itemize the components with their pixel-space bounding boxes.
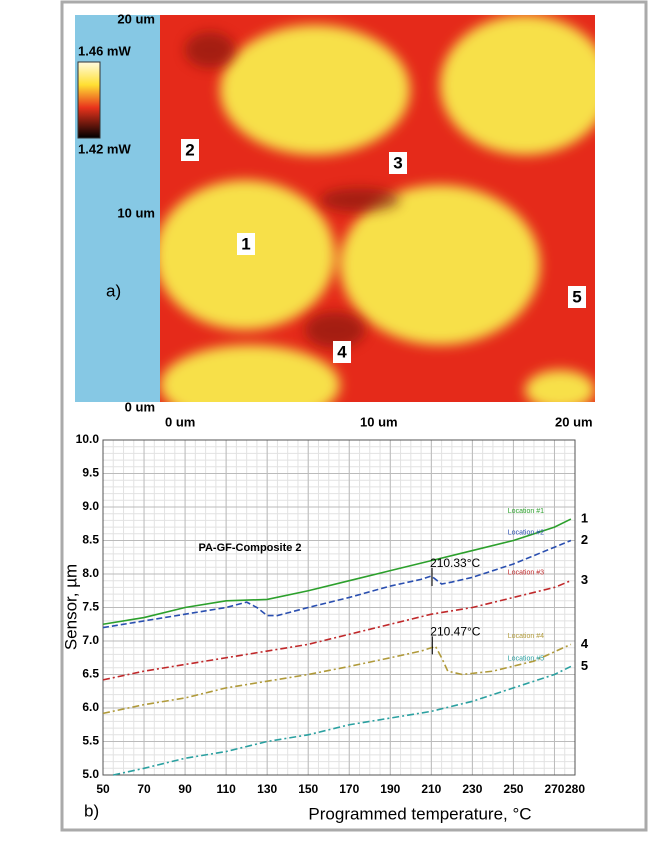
- y-axis-title: Sensor, µm: [61, 564, 80, 650]
- colorbar: [77, 61, 101, 139]
- series-line: [113, 665, 572, 776]
- legend-entry: Location #4: [508, 633, 544, 640]
- x-tick-label: 130: [257, 782, 277, 796]
- location-box: [389, 152, 407, 174]
- legend-entry: Location #2: [508, 529, 544, 536]
- y-tick-label: 6.5: [82, 667, 99, 681]
- series-end-label: 2: [581, 532, 588, 547]
- annotation: 210.47°C: [430, 625, 481, 639]
- thermal-image: [160, 15, 595, 402]
- series-end-label: 5: [581, 658, 588, 673]
- legend-entry: Location #3: [508, 570, 544, 577]
- x-tick-label: 190: [380, 782, 400, 796]
- panel-label: b): [84, 801, 99, 820]
- location-label: 2: [185, 140, 194, 159]
- x-tick-label: 150: [298, 782, 318, 796]
- location-box: [333, 341, 351, 363]
- location-label: 3: [393, 153, 402, 172]
- image-y-label: 0 um: [125, 399, 155, 414]
- x-axis-title: Programmed temperature, °C: [308, 804, 531, 823]
- location-box: [181, 139, 199, 161]
- annotation: 210.33°C: [430, 556, 481, 570]
- x-tick-label: 50: [96, 782, 110, 796]
- y-tick-label: 9.5: [82, 466, 99, 480]
- y-tick-label: 10.0: [76, 432, 100, 446]
- location-label: 1: [241, 234, 250, 253]
- image-x-label: 10 um: [360, 414, 398, 429]
- x-tick-label: 70: [137, 782, 151, 796]
- y-tick-label: 5.5: [82, 734, 99, 748]
- x-tick-label: 250: [503, 782, 523, 796]
- series-line: [102, 518, 572, 626]
- x-tick-label: 170: [339, 782, 359, 796]
- legend-entry: Location #5: [508, 655, 544, 662]
- x-tick-label: 90: [178, 782, 192, 796]
- y-tick-label: 6.0: [82, 700, 99, 714]
- legend-entry: Location #1: [508, 508, 544, 515]
- location-label: 4: [337, 342, 347, 361]
- series-end-label: 1: [581, 510, 588, 525]
- x-tick-label: 280: [565, 782, 585, 796]
- panel-label: a): [106, 281, 121, 300]
- frame: [60, 0, 648, 832]
- y-tick-label: 8.5: [82, 533, 99, 547]
- plot-border: [102, 439, 576, 776]
- image-x-label: 0 um: [165, 414, 195, 429]
- image-x-label: 20 um: [555, 414, 593, 429]
- y-tick-label: 7.5: [82, 600, 99, 614]
- series-end-label: 3: [581, 572, 588, 587]
- location-label: 5: [572, 287, 581, 306]
- series-line: [102, 539, 572, 629]
- y-tick-label: 5.0: [82, 767, 99, 781]
- x-tick-label: 270: [544, 782, 564, 796]
- series-end-label: 4: [581, 636, 589, 651]
- colorbar-min: 1.42 mW: [78, 141, 131, 156]
- y-tick-label: 7.0: [82, 633, 99, 647]
- location-box: [237, 233, 255, 255]
- series-line: [102, 579, 572, 681]
- y-tick-label: 8.0: [82, 566, 99, 580]
- x-tick-label: 210: [421, 782, 441, 796]
- y-tick-label: 9.0: [82, 499, 99, 513]
- x-tick-label: 110: [216, 782, 236, 796]
- image-y-label: 10 um: [117, 205, 155, 220]
- colorbar-max: 1.46 mW: [78, 43, 131, 58]
- chart-title: PA-GF-Composite 2: [198, 542, 301, 554]
- location-box: [568, 286, 586, 308]
- x-tick-label: 230: [462, 782, 482, 796]
- image-y-label: 20 um: [117, 11, 155, 26]
